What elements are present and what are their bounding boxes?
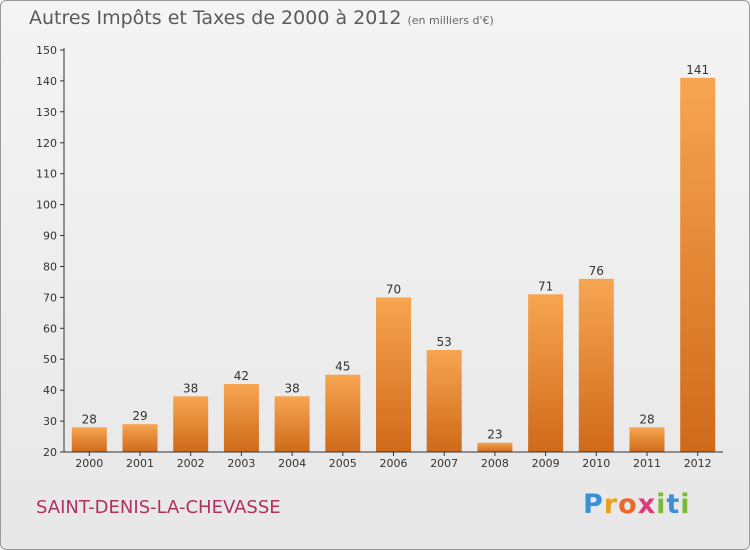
bar: [122, 424, 158, 452]
bar-value-label: 45: [335, 360, 350, 374]
bar-value-label: 38: [183, 381, 198, 395]
logo-letter: x: [637, 489, 657, 520]
x-tick-label: 2010: [582, 457, 610, 470]
chart-axes: 2000 2001 2002 2003 2004 2005 2006 2007 2008 2009…: [36, 44, 723, 470]
bar: [578, 278, 614, 452]
y-tick-label: 140: [36, 75, 57, 88]
bar-value-label: 70: [386, 282, 401, 296]
y-tick-label: 60: [43, 322, 57, 335]
bar: [680, 77, 716, 453]
bar: [325, 374, 361, 452]
bar-series: 28 29 38 42 38 45 70 53 23 71 76 28 141: [71, 63, 716, 453]
bar-value-label: 53: [437, 335, 452, 349]
commune-name: SAINT-DENIS-LA-CHEVASSE: [36, 497, 281, 518]
bar: [274, 396, 310, 452]
y-tick-label: 100: [36, 199, 57, 212]
bar-value-label: 42: [234, 369, 249, 383]
y-tick-label: 20: [43, 446, 57, 459]
logo-letter: i: [680, 489, 691, 520]
y-tick-label: 70: [43, 291, 57, 304]
logo-letter: i: [656, 489, 667, 520]
bar-value-label: 38: [284, 381, 299, 395]
x-tick-label: 2011: [633, 457, 661, 470]
bar-value-label: 28: [639, 412, 654, 426]
y-tick-label: 80: [43, 261, 57, 274]
logo-letter: o: [618, 489, 638, 520]
x-tick-label: 2006: [380, 457, 408, 470]
x-tick-label: 2002: [177, 457, 205, 470]
y-tick-label: 90: [43, 230, 57, 243]
y-tick-label: 50: [43, 353, 57, 366]
bar: [71, 427, 107, 452]
proxiti-logo[interactable]: Proxiti: [583, 489, 691, 520]
y-tick-label: 130: [36, 106, 57, 119]
logo-letter: t: [666, 489, 681, 520]
x-tick-label: 2001: [126, 457, 154, 470]
x-tick-label: 2005: [329, 457, 357, 470]
y-tick-label: 40: [43, 384, 57, 397]
y-tick-label: 120: [36, 137, 57, 150]
title-text: Autres Impôts et Taxes de 2000 à 2012: [29, 7, 402, 29]
x-tick-label: 2000: [75, 457, 103, 470]
bar: [376, 297, 411, 452]
bar: [223, 384, 259, 452]
bar: [426, 350, 462, 452]
bar: [629, 427, 665, 452]
x-tick-label: 2008: [481, 457, 509, 470]
bar-value-label: 76: [589, 264, 604, 278]
bar-value-label: 141: [686, 63, 709, 77]
bar: [477, 442, 513, 452]
x-tick-label: 2009: [532, 457, 560, 470]
bar: [528, 294, 564, 452]
chart-title: Autres Impôts et Taxes de 2000 à 2012 (en…: [29, 7, 494, 29]
x-tick-label: 2003: [227, 457, 255, 470]
logo-letter: P: [583, 489, 604, 520]
x-tick-label: 2007: [430, 457, 458, 470]
bar-value-label: 29: [132, 409, 147, 423]
bar: [173, 396, 209, 452]
y-tick-label: 110: [36, 168, 57, 181]
bar-value-label: 28: [82, 412, 97, 426]
logo-letter: r: [603, 489, 619, 520]
unit-label: (en milliers d'€): [407, 14, 494, 27]
y-tick-label: 150: [36, 44, 57, 57]
bar-value-label: 71: [538, 279, 553, 293]
x-tick-label: 2004: [278, 457, 306, 470]
y-tick-label: 30: [43, 415, 57, 428]
bar-value-label: 23: [487, 428, 502, 442]
x-tick-label: 2012: [684, 457, 712, 470]
